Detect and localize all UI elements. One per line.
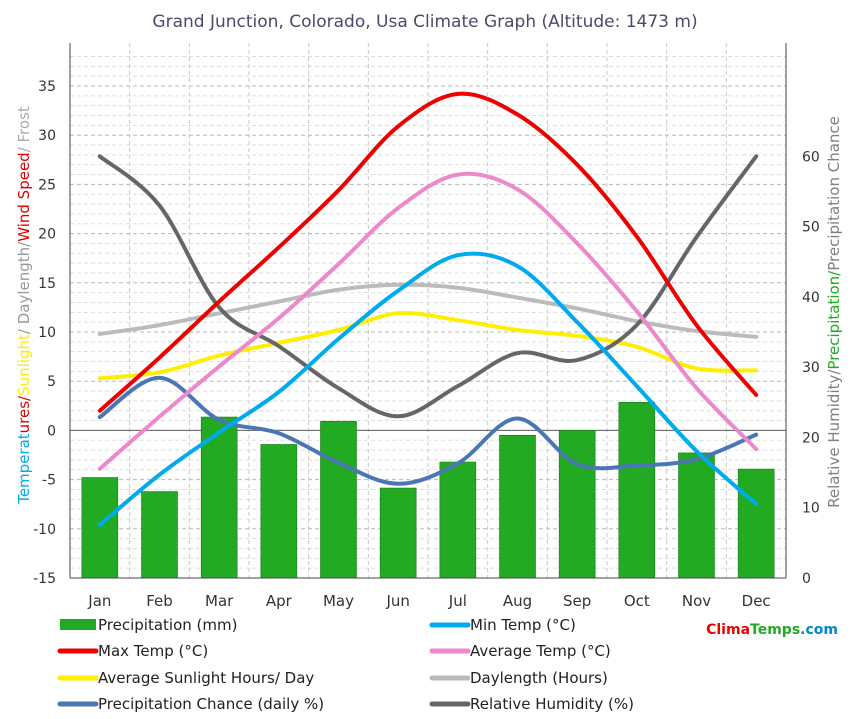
legend-label: Precipitation (mm) <box>98 616 237 634</box>
axis-title-part: Wind Speed <box>15 152 33 242</box>
left-tick-label: -5 <box>42 473 56 489</box>
left-tick-label: 10 <box>38 325 56 341</box>
chart-title: Grand Junction, Colorado, Usa Climate Gr… <box>152 12 697 32</box>
right-tick-label: 30 <box>802 360 820 376</box>
precipitation-bar <box>260 444 298 579</box>
left-tick-label: -15 <box>33 571 56 587</box>
precipitation-bar <box>499 435 536 579</box>
left-tick-label: 5 <box>47 374 56 390</box>
right-tick-label: 10 <box>802 501 820 517</box>
month-label: Feb <box>146 592 173 610</box>
axis-title-part: ures/ <box>15 395 33 433</box>
series-line-average-sunlight-hours-day <box>97 311 759 381</box>
series-line-precipitation-chance-daily <box>97 375 759 486</box>
right-tick-label: 40 <box>802 290 820 306</box>
precipitation-bar <box>379 487 417 579</box>
precipitation-bar <box>558 430 596 579</box>
precipitation-bar <box>678 452 715 579</box>
left-tick-label: 20 <box>38 227 56 243</box>
right-axis-title: Relative Humidity/Precipitation/Precipit… <box>825 116 843 508</box>
series-lines <box>97 91 759 527</box>
month-label: Jan <box>87 592 111 610</box>
precipitation-bar <box>81 477 119 579</box>
month-label: Nov <box>682 592 711 610</box>
month-label: Jun <box>385 592 409 610</box>
axis-title-part: Relative Humidity/ <box>825 369 843 508</box>
series-line-max-temp-c <box>97 91 759 413</box>
grid-lines <box>70 43 786 579</box>
month-label: Sep <box>563 592 591 610</box>
axes: -15 -10 -5 0 5 10 15 20 25 30 35 0 10 20 30 40 50 60 Jan Fe… <box>33 43 820 610</box>
axis-title-part: Clima <box>706 622 750 638</box>
series-line-average-temp-c <box>97 171 759 471</box>
axis-title-part: / Daylength/ <box>15 241 33 334</box>
axis-title-part: Sunlight <box>15 334 33 396</box>
legend-label: Max Temp (°C) <box>98 642 208 660</box>
precipitation-bar <box>618 401 656 579</box>
axis-title-part: Precipitation Chance <box>825 116 843 271</box>
right-tick-label: 60 <box>802 149 820 165</box>
series-line-min-temp-c <box>97 251 759 527</box>
legend-label: Average Sunlight Hours/ Day <box>98 669 314 687</box>
climatemps-brand: ClimaTemps.com <box>706 622 838 638</box>
month-label: Jul <box>448 592 467 610</box>
axis-title-part: .com <box>800 622 838 638</box>
month-label: Aug <box>503 592 532 610</box>
legend-label: Precipitation Chance (daily %) <box>98 695 324 713</box>
axis-title-part: / Frost <box>15 106 33 152</box>
legend: Precipitation (mm) Min Temp (°C) Max Temp … <box>57 616 634 713</box>
legend-label: Daylength (Hours) <box>470 669 608 687</box>
series-line-relative-humidity <box>97 154 759 419</box>
precipitation-bar <box>141 491 178 579</box>
axis-title-part: Temps <box>750 622 800 638</box>
right-tick-label: 50 <box>802 220 820 236</box>
legend-label: Average Temp (°C) <box>470 642 611 660</box>
left-tick-label: -10 <box>33 522 56 538</box>
precipitation-bar <box>737 468 775 579</box>
precipitation-bar <box>320 420 357 579</box>
precipitation-bars <box>81 401 775 579</box>
left-tick-label: 15 <box>38 276 56 292</box>
left-tick-label: 0 <box>47 423 56 439</box>
left-tick-label: 35 <box>38 79 56 95</box>
legend-label: Min Temp (°C) <box>470 616 576 634</box>
month-label: Dec <box>742 592 771 610</box>
right-tick-label: 0 <box>802 571 811 587</box>
left-tick-label: 25 <box>38 177 56 193</box>
precipitation-bar <box>439 461 477 579</box>
month-label: May <box>323 592 354 610</box>
legend-swatch <box>60 619 96 630</box>
left-tick-label: 30 <box>38 128 56 144</box>
right-tick-label: 20 <box>802 430 820 446</box>
axis-title-part: Temperat <box>15 433 33 505</box>
month-label: Oct <box>624 592 650 610</box>
axis-title-part: Precipitation/ <box>825 270 843 370</box>
precipitation-bar <box>200 416 238 579</box>
left-axis-title: Temperatures/Sunlight/ Daylength/Wind Sp… <box>15 106 33 505</box>
month-label: Apr <box>266 592 293 610</box>
month-label: Mar <box>205 592 234 610</box>
legend-label: Relative Humidity (%) <box>470 695 634 713</box>
